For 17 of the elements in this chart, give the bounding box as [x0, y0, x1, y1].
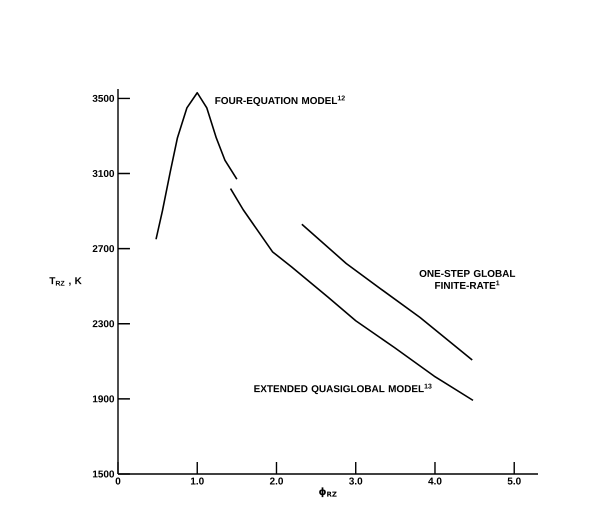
y-tick-label: 2700 [92, 245, 114, 252]
y-tick-label: 1900 [92, 395, 114, 402]
x-tick-label: 3.0 [349, 478, 362, 485]
x-tick-label: 5.0 [508, 478, 521, 485]
series-label: EXTENDED QUASIGLOBAL MODEL$^{13}$ [254, 384, 432, 394]
y-tick-label: 3100 [92, 170, 114, 178]
series-label: FOUR-EQUATION MODEL$^{12}$ [215, 96, 345, 106]
x-tick-label: 1.0 [190, 478, 204, 485]
x-tick-label: 0 [116, 478, 120, 485]
y-tick-label: 1500 [92, 470, 114, 478]
y-tick-label: 3500 [92, 94, 114, 102]
text: ONE-STEP GLOBAL FINITE-RATE$^{1}$ [420, 270, 516, 289]
x-axis-title: ϕ$_{RZ}$ [319, 487, 337, 498]
y-axis-title: T$_{RZ}$ , K [49, 277, 82, 286]
y-tick-label: 2300 [92, 320, 114, 328]
x-tick-label: 4.0 [428, 478, 442, 485]
x-tick-label: 2.0 [270, 478, 284, 485]
